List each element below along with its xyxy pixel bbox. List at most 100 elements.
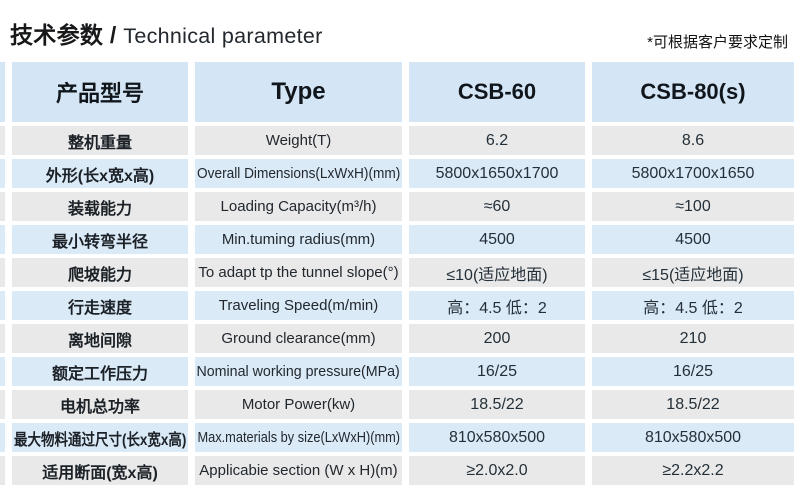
- spec-value-csb80: 210: [679, 329, 707, 347]
- spec-name-zh: 最大物料通过尺寸(长x宽x高): [13, 431, 187, 449]
- spec-name-en: Min.tuming radius(mm): [221, 231, 376, 248]
- spec-name-en: Max.materials by size(LxWxH)(mm): [197, 429, 400, 446]
- spec-name-en-cell: Loading Capacity(m³/h): [195, 192, 402, 221]
- spec-value-csb80-cell: 5800x1700x1650: [592, 159, 794, 188]
- spec-name-en: Motor Power(kw): [241, 396, 356, 413]
- spec-name-zh: 电机总功率: [59, 398, 140, 416]
- spec-value-csb80-cell: 18.5/22: [592, 390, 794, 419]
- spec-name-en-cell: Min.tuming radius(mm): [195, 225, 402, 254]
- spec-name-en: Weight(T): [265, 132, 332, 149]
- spec-name-en-cell: Applicabie section (W x H)(m): [195, 456, 402, 485]
- spec-value-csb60: 16/25: [476, 362, 518, 380]
- spec-name-zh-cell: 行走速度: [12, 291, 188, 320]
- spec-value-csb60: 18.5/22: [470, 395, 524, 413]
- spec-value-csb80: 8.6: [681, 131, 705, 149]
- spec-value-csb80: 4500: [675, 230, 711, 248]
- spec-name-zh: 额定工作压力: [51, 365, 148, 383]
- spec-name-en-cell: Max.materials by size(LxWxH)(mm): [195, 423, 402, 452]
- spec-name-en-cell: Overall Dimensions(LxWxH)(mm): [195, 159, 402, 188]
- spec-name-zh: 最小转弯半径: [51, 233, 148, 251]
- col-header-csb60: CSB-60: [409, 62, 585, 122]
- spec-value-csb80-cell: 810x580x500: [592, 423, 794, 452]
- spec-name-en: Loading Capacity(m³/h): [220, 198, 377, 215]
- spec-value-csb60-cell: ≤10(适应地面): [409, 258, 585, 287]
- spec-name-zh: 离地间隙: [67, 332, 132, 350]
- spec-value-csb60: 5800x1650x1700: [435, 164, 559, 182]
- spec-value-csb60: 810x580x500: [448, 428, 546, 446]
- spec-value-csb60-cell: 5800x1650x1700: [409, 159, 585, 188]
- spec-value-csb80: 18.5/22: [666, 395, 720, 413]
- page-title: 技术参数 / Technical parameter: [10, 16, 323, 50]
- page-title-en: Technical parameter: [123, 24, 323, 48]
- spec-value-csb80-cell: ≥2.2x2.2: [592, 456, 794, 485]
- spec-name-zh: 行走速度: [67, 299, 132, 317]
- row-edge-sliver: [0, 126, 5, 155]
- spec-name-zh-cell: 爬坡能力: [12, 258, 188, 287]
- spec-table: 产品型号 Type CSB-60 CSB-80(s) 整机重量 Weight(T…: [0, 62, 794, 485]
- spec-name-en: Nominal working pressure(MPa): [196, 363, 401, 380]
- spec-name-zh-cell: 最大物料通过尺寸(长x宽x高): [12, 423, 188, 452]
- customization-note: *可根据客户要求定制: [647, 34, 788, 51]
- spec-value-csb60-cell: 810x580x500: [409, 423, 585, 452]
- page-title-separator: /: [103, 22, 124, 48]
- spec-name-en: Traveling Speed(m/min): [218, 297, 379, 314]
- spec-value-csb80-cell: 16/25: [592, 357, 794, 386]
- col-header-product-model-text: 产品型号: [55, 81, 144, 106]
- spec-value-csb60-cell: 高：4.5 低：2: [409, 291, 585, 320]
- spec-value-csb60: 6.2: [485, 131, 509, 149]
- spec-value-csb80: ≤15(适应地面): [642, 266, 744, 284]
- spec-name-zh: 适用断面(宽x高): [42, 464, 158, 482]
- row-edge-sliver: [0, 159, 5, 188]
- spec-name-en-cell: Motor Power(kw): [195, 390, 402, 419]
- spec-value-csb60: ≤10(适应地面): [446, 266, 548, 284]
- spec-value-csb60: ≈60: [483, 197, 511, 215]
- spec-name-zh-cell: 外形(长x宽x高): [12, 159, 188, 188]
- spec-value-csb60-cell: 4500: [409, 225, 585, 254]
- spec-name-en-cell: Nominal working pressure(MPa): [195, 357, 402, 386]
- spec-name-zh-cell: 最小转弯半径: [12, 225, 188, 254]
- spec-value-csb80-cell: 8.6: [592, 126, 794, 155]
- spec-value-csb80-cell: ≈100: [592, 192, 794, 221]
- spec-value-csb60: 高：4.5 低：2: [447, 299, 547, 317]
- spec-value-csb80: 16/25: [672, 362, 714, 380]
- spec-value-csb80-cell: ≤15(适应地面): [592, 258, 794, 287]
- col-header-csb80: CSB-80(s): [592, 62, 794, 122]
- row-edge-sliver: [0, 456, 5, 485]
- spec-name-en-cell: Ground clearance(mm): [195, 324, 402, 353]
- spec-value-csb80-cell: 210: [592, 324, 794, 353]
- spec-name-zh-cell: 装载能力: [12, 192, 188, 221]
- spec-name-zh: 装载能力: [67, 200, 132, 218]
- spec-name-en: To adapt tp the tunnel slope(°): [198, 264, 399, 281]
- spec-value-csb60-cell: 200: [409, 324, 585, 353]
- spec-name-en: Overall Dimensions(LxWxH)(mm): [196, 165, 401, 182]
- spec-name-en: Applicabie section (W x H)(m): [199, 462, 398, 479]
- spec-value-csb60-cell: 6.2: [409, 126, 585, 155]
- spec-value-csb60-cell: ≈60: [409, 192, 585, 221]
- spec-value-csb80-cell: 4500: [592, 225, 794, 254]
- row-edge-sliver: [0, 225, 5, 254]
- row-edge-sliver: [0, 258, 5, 287]
- spec-name-en-cell: Traveling Speed(m/min): [195, 291, 402, 320]
- spec-name-en: Ground clearance(mm): [221, 330, 376, 347]
- spec-value-csb60-cell: 18.5/22: [409, 390, 585, 419]
- row-edge-sliver: [0, 324, 5, 353]
- row-edge-sliver: [0, 423, 5, 452]
- col-header-type-text: Type: [271, 78, 326, 105]
- row-edge-sliver: [0, 357, 5, 386]
- spec-name-zh-cell: 电机总功率: [12, 390, 188, 419]
- col-header-product-model: 产品型号: [12, 62, 188, 122]
- spec-name-zh: 爬坡能力: [67, 266, 132, 284]
- row-edge-sliver: [0, 192, 5, 221]
- spec-name-zh-cell: 适用断面(宽x高): [12, 456, 188, 485]
- row-edge-sliver: [0, 291, 5, 320]
- spec-name-en-cell: To adapt tp the tunnel slope(°): [195, 258, 402, 287]
- spec-value-csb80: 5800x1700x1650: [631, 164, 755, 182]
- spec-name-zh-cell: 额定工作压力: [12, 357, 188, 386]
- col-header-csb60-text: CSB-60: [457, 79, 537, 104]
- spec-value-csb80: ≥2.2x2.2: [662, 461, 724, 479]
- spec-value-csb60-cell: ≥2.0x2.0: [409, 456, 585, 485]
- spec-value-csb80: 810x580x500: [644, 428, 742, 446]
- col-header-type: Type: [195, 62, 402, 122]
- spec-value-csb60-cell: 16/25: [409, 357, 585, 386]
- spec-name-zh-cell: 整机重量: [12, 126, 188, 155]
